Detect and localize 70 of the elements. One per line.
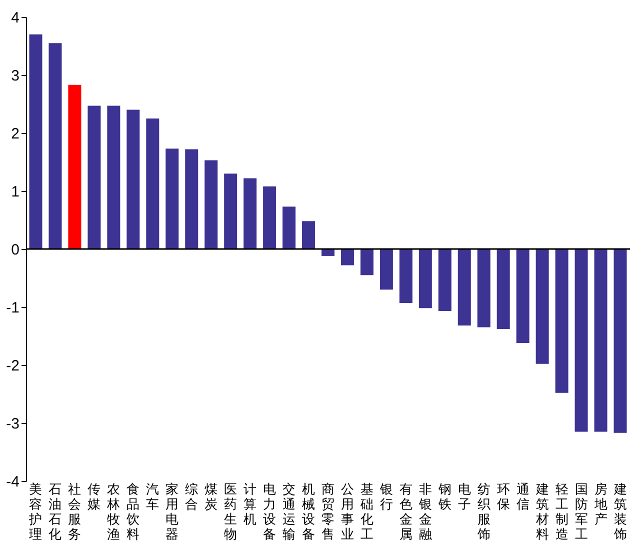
x-tick-label: 电力设备 xyxy=(263,482,276,542)
bar xyxy=(29,34,42,249)
bar xyxy=(224,174,238,249)
x-tick-label: 食品饮料 xyxy=(126,482,140,542)
bar xyxy=(458,249,471,326)
bar xyxy=(48,43,62,249)
bar xyxy=(126,110,140,249)
x-tick-label: 计算机 xyxy=(244,482,257,528)
y-tick-label: -2 xyxy=(6,358,20,374)
bar xyxy=(574,249,588,432)
bar xyxy=(380,249,393,290)
bar xyxy=(282,206,296,249)
x-tick-label: 纺织服饰 xyxy=(476,482,490,542)
bar xyxy=(614,249,627,433)
bar xyxy=(340,249,354,266)
y-tick-label: 4 xyxy=(11,10,20,26)
x-tick-label: 国防军工 xyxy=(574,482,588,542)
bar xyxy=(555,249,568,393)
x-tick-label: 电子 xyxy=(458,482,471,512)
x-tick-label: 有色金属 xyxy=(399,482,412,542)
x-tick-label: 银行 xyxy=(378,482,393,512)
x-tick-label: 汽车 xyxy=(146,482,160,512)
x-tick-label: 社会服务 xyxy=(68,482,82,542)
bar xyxy=(477,249,490,328)
bar xyxy=(185,149,198,249)
x-tick-label: 商贸零售 xyxy=(322,482,334,542)
y-tick-label: 2 xyxy=(11,126,20,142)
x-tick-label: 公用事业 xyxy=(340,482,354,542)
x-tick-label: 环保 xyxy=(496,482,510,512)
bar xyxy=(68,84,82,249)
y-tick-label: -3 xyxy=(6,416,20,432)
x-tick-label: 传媒 xyxy=(88,482,101,512)
bar xyxy=(516,249,530,343)
x-tick-label: 交通运输 xyxy=(282,482,296,542)
x-tick-label: 非银金融 xyxy=(418,482,432,542)
bar xyxy=(166,148,179,249)
y-tick-label: -1 xyxy=(6,300,20,316)
x-tick-label: 农林牧渔 xyxy=(106,482,120,542)
x-tick-label: 建筑材料 xyxy=(534,482,549,542)
bar xyxy=(496,249,510,330)
x-tick-label: 轻工制造 xyxy=(555,482,568,542)
x-tick-label: 机械设备 xyxy=(302,482,316,542)
x-tick-label: 房地产 xyxy=(593,482,608,528)
x-tick-label: 建筑装饰 xyxy=(612,482,627,542)
bar xyxy=(88,106,101,249)
bar xyxy=(594,249,608,432)
x-tick-label: 医药生物 xyxy=(224,482,238,542)
bar xyxy=(536,249,549,364)
y-tick-label: 1 xyxy=(11,184,20,200)
bar xyxy=(107,106,120,249)
bar xyxy=(302,221,316,249)
bar xyxy=(418,249,432,308)
y-tick-label: 3 xyxy=(11,68,20,84)
x-tick-label: 煤炭 xyxy=(204,482,218,512)
bar xyxy=(146,118,160,249)
x-tick-label: 基础化工 xyxy=(359,482,374,542)
x-tick-label: 钢铁 xyxy=(437,482,452,512)
bar xyxy=(438,249,452,312)
x-tick-label: 通信 xyxy=(516,482,530,512)
y-tick-label: 0 xyxy=(11,242,20,258)
bar xyxy=(360,249,374,276)
x-tick-label: 家用电器 xyxy=(166,482,179,542)
bar xyxy=(244,178,257,249)
x-tick-label: 石油石化 xyxy=(48,482,62,542)
bar xyxy=(263,186,276,249)
bar xyxy=(204,160,218,249)
x-tick-label: 综合 xyxy=(185,482,198,512)
bar xyxy=(399,249,412,303)
x-tick-label: 美容护理 xyxy=(28,482,42,542)
y-tick-label: -4 xyxy=(6,474,20,490)
